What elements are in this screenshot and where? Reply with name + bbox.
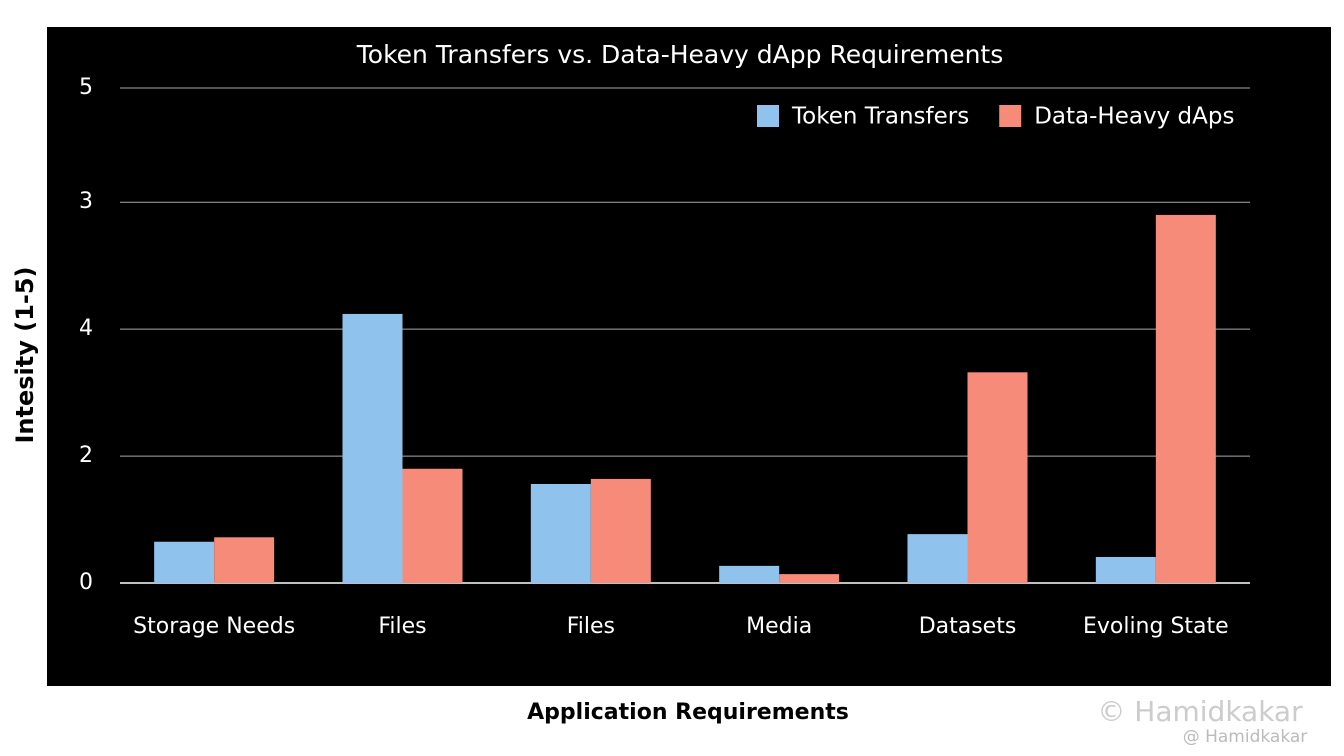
y-tick-label: 3 [79, 189, 93, 214]
legend-label: Token Transfers [791, 104, 969, 130]
bar [402, 468, 463, 583]
bar [154, 541, 215, 583]
x-tick-label: Storage Needs [133, 614, 295, 639]
bar [530, 484, 591, 583]
legend-swatch [999, 105, 1022, 127]
x-tick-label: Files [378, 614, 426, 639]
x-tick-label: Files [567, 614, 615, 639]
bar [342, 313, 403, 583]
legend-swatch [757, 105, 779, 127]
bar [1155, 214, 1216, 583]
x-tick-label: Datasets [919, 614, 1017, 639]
x-tick-label: Media [746, 614, 812, 639]
y-tick-label: 5 [79, 75, 93, 100]
x-axis-label: Application Requirements [527, 700, 849, 725]
x-tick-label: Evoling State [1083, 614, 1229, 639]
bar [967, 372, 1028, 583]
y-tick-label: 4 [79, 316, 93, 341]
chart-title: Token Transfers vs. Data-Heavy dApp Requ… [356, 40, 1004, 69]
bar [590, 478, 651, 583]
y-axis-label: Intesity (1-5) [11, 266, 39, 443]
watermark: © Hamidkakar [1097, 695, 1303, 728]
legend-label: Data-Heavy dAps [1034, 104, 1234, 130]
bar [1095, 556, 1156, 583]
bar [719, 565, 780, 583]
bar [907, 534, 968, 583]
y-tick-label: 0 [79, 570, 93, 595]
bar [779, 574, 840, 583]
bar [214, 537, 275, 583]
y-tick-label: 2 [79, 443, 93, 468]
watermark: @ Hamidkakar [1183, 727, 1308, 747]
